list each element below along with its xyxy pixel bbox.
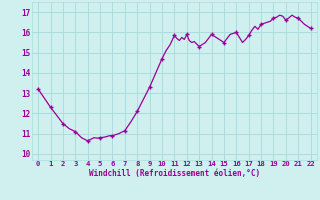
X-axis label: Windchill (Refroidissement éolien,°C): Windchill (Refroidissement éolien,°C)	[89, 169, 260, 178]
